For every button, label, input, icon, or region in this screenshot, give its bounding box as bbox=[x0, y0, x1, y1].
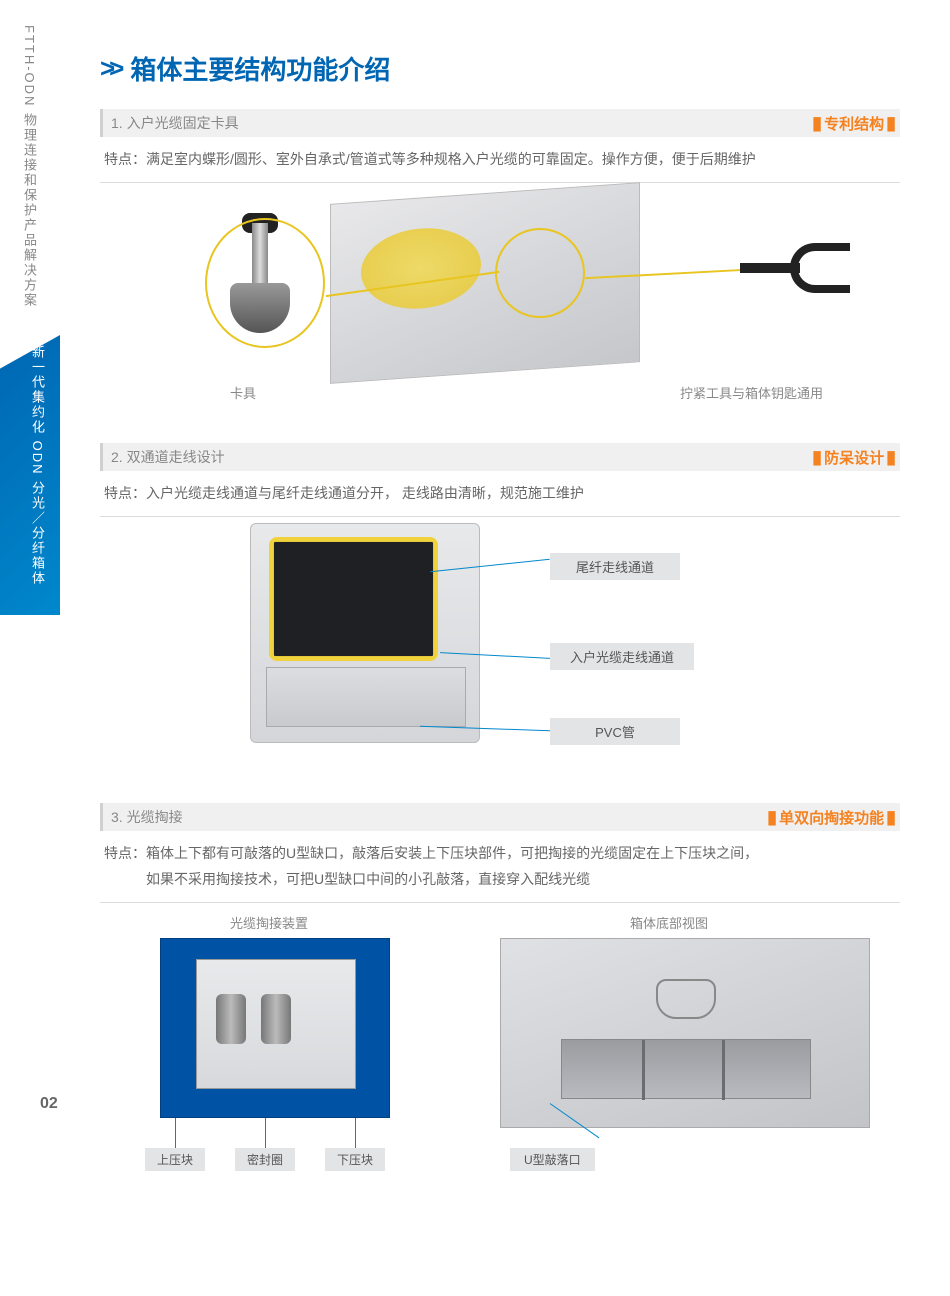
tool-illustration bbox=[740, 238, 870, 298]
section-2-feature: 特点：入户光缆走线通道与尾纤走线通道分开， 走线路由清晰，规范施工维护 bbox=[100, 471, 900, 517]
label-upper-block: 上压块 bbox=[145, 1148, 205, 1171]
section-3-header: 3. 光缆掏接 单双向掏接功能 bbox=[100, 803, 900, 831]
section-3-figure: 光缆掏接装置 箱体底部视图 上压块 密封圈 下压块 U型敲落口 bbox=[100, 913, 900, 1193]
figure-3-right-title: 箱体底部视图 bbox=[630, 913, 708, 932]
fiber-box-illustration bbox=[330, 182, 640, 384]
callout-pigtail-channel: 尾纤走线通道 bbox=[550, 553, 680, 580]
sidebar-tab-text: 新一代集约化 ODN 分光／分纤箱体 bbox=[28, 345, 47, 586]
sidebar: FTTH-ODN 物理连接和保护产品解决方案 bbox=[20, 25, 50, 308]
highlight-circle-left bbox=[205, 218, 325, 348]
callout-cable-channel: 入户光缆走线通道 bbox=[550, 643, 694, 670]
section-2-title: 2. 双通道走线设计 bbox=[111, 447, 225, 467]
page-title: 箱体主要结构功能介绍 bbox=[130, 50, 390, 87]
section-2-header: 2. 双通道走线设计 防呆设计 bbox=[100, 443, 900, 471]
callout-line bbox=[175, 1118, 176, 1148]
label-lower-block: 下压块 bbox=[325, 1148, 385, 1171]
label-u-knockout: U型敲落口 bbox=[510, 1148, 595, 1171]
chevron-icon: >> bbox=[100, 53, 118, 84]
title-row: >> 箱体主要结构功能介绍 bbox=[100, 50, 900, 87]
splice-device-illustration bbox=[160, 938, 390, 1118]
section-2-badge: 防呆设计 bbox=[812, 447, 896, 468]
page-number: 02 bbox=[40, 1095, 58, 1113]
label-seal-ring: 密封圈 bbox=[235, 1148, 295, 1171]
section-3-badge: 单双向掏接功能 bbox=[767, 807, 896, 828]
section-3-feature: 特点：箱体上下都有可敲落的U型缺口，敲落后安装上下压块部件，可把掏接的光缆固定在… bbox=[100, 831, 900, 902]
section-1-badge: 专利结构 bbox=[812, 113, 896, 134]
highlight-circle-right bbox=[495, 228, 585, 318]
figure-label-tool: 拧紧工具与箱体钥匙通用 bbox=[680, 383, 823, 402]
figure-label-clamp: 卡具 bbox=[230, 383, 256, 402]
section-1-header: 1. 入户光缆固定卡具 专利结构 bbox=[100, 109, 900, 137]
section-2-figure: 尾纤走线通道 入户光缆走线通道 PVC管 bbox=[100, 523, 900, 783]
figure-3-left-title: 光缆掏接装置 bbox=[230, 913, 308, 932]
callout-line bbox=[355, 1118, 356, 1148]
main-content: >> 箱体主要结构功能介绍 1. 入户光缆固定卡具 专利结构 特点：满足室内蝶形… bbox=[100, 50, 900, 1223]
section-1-figure: 卡具 拧紧工具与箱体钥匙通用 bbox=[100, 183, 900, 413]
section-1-title: 1. 入户光缆固定卡具 bbox=[111, 113, 239, 133]
section-1-feature: 特点：满足室内蝶形/圆形、室外自承式/管道式等多种规格入户光缆的可靠固定。操作方… bbox=[100, 137, 900, 183]
sidebar-category: FTTH-ODN 物理连接和保护产品解决方案 bbox=[20, 25, 39, 308]
callout-line bbox=[265, 1118, 266, 1148]
section-3-title: 3. 光缆掏接 bbox=[111, 807, 183, 827]
box-bottom-view bbox=[500, 938, 870, 1128]
callout-pvc-pipe: PVC管 bbox=[550, 718, 680, 745]
dual-channel-box bbox=[250, 523, 480, 743]
